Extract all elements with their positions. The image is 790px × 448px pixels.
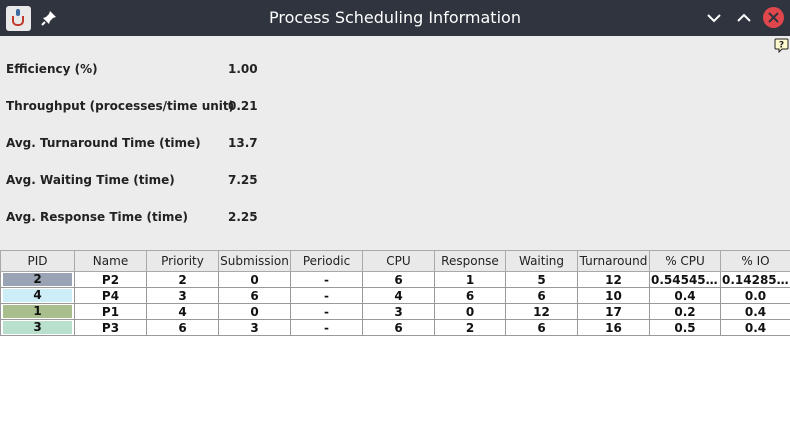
column-header-pid[interactable]: PID: [0, 250, 75, 272]
io-percent-cell[interactable]: 0.4: [720, 319, 790, 336]
pid-cell[interactable]: 3: [0, 319, 75, 336]
svg-text:?: ?: [779, 41, 784, 51]
response-cell[interactable]: 0: [434, 303, 506, 320]
table-row[interactable]: 2 P2 2 0 - 6 1 5 12 0.5454545... 0.14285…: [0, 271, 790, 288]
cpu-cell[interactable]: 6: [362, 319, 435, 336]
efficiency-label: Efficiency (%): [6, 62, 98, 76]
throughput-label: Throughput (processes/time unit): [6, 99, 235, 113]
cpu-cell[interactable]: 6: [362, 271, 435, 288]
column-header-name[interactable]: Name: [74, 250, 147, 272]
column-header-periodic[interactable]: Periodic: [290, 250, 363, 272]
pid-swatch: 4: [3, 289, 72, 302]
pid-cell[interactable]: 1: [0, 303, 75, 320]
column-header-cpu-percent[interactable]: % CPU: [649, 250, 721, 272]
priority-cell[interactable]: 6: [146, 319, 219, 336]
submission-cell[interactable]: 3: [218, 319, 291, 336]
avg-waiting-value: 7.25: [228, 173, 258, 187]
waiting-cell[interactable]: 6: [505, 287, 578, 304]
java-cup-icon[interactable]: [6, 6, 31, 31]
window-title: Process Scheduling Information: [269, 8, 521, 27]
periodic-cell[interactable]: -: [290, 303, 363, 320]
submission-cell[interactable]: 6: [218, 287, 291, 304]
column-header-submission[interactable]: Submission: [218, 250, 291, 272]
title-bar[interactable]: Process Scheduling Information: [0, 0, 790, 36]
response-cell[interactable]: 2: [434, 319, 506, 336]
pid-swatch: 3: [3, 321, 72, 334]
name-cell[interactable]: P1: [74, 303, 147, 320]
turnaround-cell[interactable]: 12: [577, 271, 650, 288]
cpu-cell[interactable]: 4: [362, 287, 435, 304]
waiting-cell[interactable]: 6: [505, 319, 578, 336]
table-row[interactable]: 1 P1 4 0 - 3 0 12 17 0.2 0.4: [0, 303, 790, 320]
turnaround-cell[interactable]: 10: [577, 287, 650, 304]
cpu-percent-cell[interactable]: 0.5: [649, 319, 721, 336]
avg-waiting-label: Avg. Waiting Time (time): [6, 173, 175, 187]
response-cell[interactable]: 6: [434, 287, 506, 304]
process-table-area[interactable]: PID Name Priority Submission Periodic CP…: [0, 250, 790, 448]
cpu-percent-cell[interactable]: 0.4: [649, 287, 721, 304]
name-cell[interactable]: P3: [74, 319, 147, 336]
periodic-cell[interactable]: -: [290, 319, 363, 336]
table-row[interactable]: 4 P4 3 6 - 4 6 6 10 0.4 0.0: [0, 287, 790, 304]
pid-swatch: 1: [3, 305, 72, 318]
turnaround-cell[interactable]: 16: [577, 319, 650, 336]
pid-cell[interactable]: 2: [0, 271, 75, 288]
priority-cell[interactable]: 3: [146, 287, 219, 304]
io-percent-cell[interactable]: 0.1428571...: [720, 271, 790, 288]
name-cell[interactable]: P4: [74, 287, 147, 304]
pid-swatch: 2: [3, 273, 72, 286]
cpu-percent-cell[interactable]: 0.2: [649, 303, 721, 320]
io-percent-cell[interactable]: 0.4: [720, 303, 790, 320]
priority-cell[interactable]: 2: [146, 271, 219, 288]
column-header-response[interactable]: Response: [434, 250, 506, 272]
close-icon[interactable]: [763, 7, 784, 28]
avg-turnaround-label: Avg. Turnaround Time (time): [6, 136, 201, 150]
name-cell[interactable]: P2: [74, 271, 147, 288]
column-header-cpu[interactable]: CPU: [362, 250, 435, 272]
help-bubble-icon[interactable]: ?: [774, 38, 789, 53]
column-header-turnaround[interactable]: Turnaround: [577, 250, 650, 272]
avg-response-value: 2.25: [228, 210, 258, 224]
column-header-waiting[interactable]: Waiting: [505, 250, 578, 272]
chevron-down-icon[interactable]: [704, 8, 724, 28]
waiting-cell[interactable]: 12: [505, 303, 578, 320]
column-header-io-percent[interactable]: % IO: [720, 250, 790, 272]
priority-cell[interactable]: 4: [146, 303, 219, 320]
table-header-row: PID Name Priority Submission Periodic CP…: [0, 250, 790, 272]
cpu-percent-cell[interactable]: 0.5454545...: [649, 271, 721, 288]
process-table[interactable]: PID Name Priority Submission Periodic CP…: [0, 250, 790, 336]
chevron-up-icon[interactable]: [734, 8, 754, 28]
turnaround-cell[interactable]: 17: [577, 303, 650, 320]
pin-icon[interactable]: [40, 9, 58, 27]
pid-cell[interactable]: 4: [0, 287, 75, 304]
waiting-cell[interactable]: 5: [505, 271, 578, 288]
column-header-priority[interactable]: Priority: [146, 250, 219, 272]
submission-cell[interactable]: 0: [218, 271, 291, 288]
throughput-value: 0.21: [228, 99, 258, 113]
avg-response-label: Avg. Response Time (time): [6, 210, 188, 224]
io-percent-cell[interactable]: 0.0: [720, 287, 790, 304]
cpu-cell[interactable]: 3: [362, 303, 435, 320]
submission-cell[interactable]: 0: [218, 303, 291, 320]
efficiency-value: 1.00: [228, 62, 258, 76]
response-cell[interactable]: 1: [434, 271, 506, 288]
periodic-cell[interactable]: -: [290, 271, 363, 288]
table-row[interactable]: 3 P3 6 3 - 6 2 6 16 0.5 0.4: [0, 319, 790, 336]
periodic-cell[interactable]: -: [290, 287, 363, 304]
avg-turnaround-value: 13.75: [228, 136, 257, 150]
